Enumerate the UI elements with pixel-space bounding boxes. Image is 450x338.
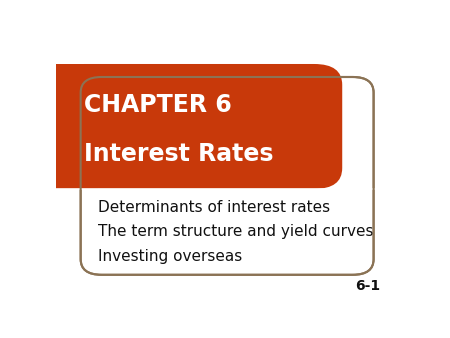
Text: CHAPTER 6: CHAPTER 6: [84, 93, 232, 117]
Text: Determinants of interest rates: Determinants of interest rates: [98, 200, 330, 215]
Text: 6-1: 6-1: [356, 279, 381, 293]
FancyBboxPatch shape: [81, 77, 374, 275]
FancyBboxPatch shape: [56, 64, 342, 189]
Text: The term structure and yield curves: The term structure and yield curves: [98, 224, 374, 239]
Text: Investing overseas: Investing overseas: [98, 249, 243, 264]
Text: Interest Rates: Interest Rates: [84, 142, 274, 166]
Bar: [56, 64, 98, 189]
